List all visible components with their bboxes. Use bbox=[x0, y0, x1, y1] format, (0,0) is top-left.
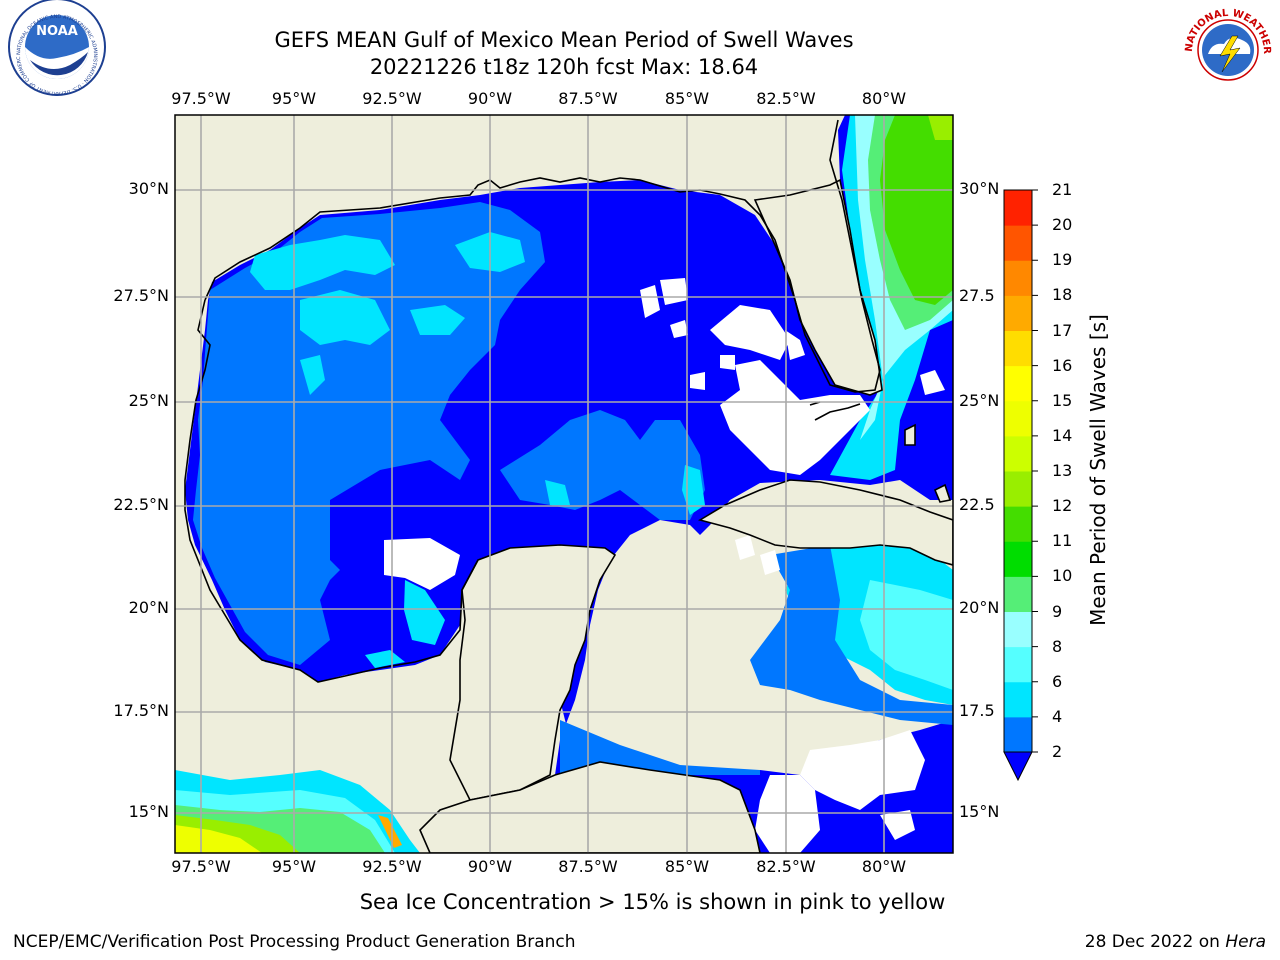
footer-host: Hera bbox=[1225, 932, 1266, 952]
colorbar-tick-18: 18 bbox=[1052, 285, 1073, 305]
lon-label-top-4: 87.5°W bbox=[558, 89, 618, 108]
colorbar-segment-9-10 bbox=[1004, 576, 1032, 612]
lat-label-right-5: 17.5 bbox=[959, 701, 995, 720]
colorbar-tick-14: 14 bbox=[1052, 425, 1073, 445]
swell-4-6-west bbox=[250, 232, 705, 668]
lat-label-right-1: 27.5 bbox=[959, 286, 995, 305]
lat-label-left-6: 15°N bbox=[128, 802, 169, 821]
colorbar-segment-18-19 bbox=[1004, 260, 1032, 296]
lat-label-right-6: 15°N bbox=[959, 802, 1000, 821]
map-area bbox=[175, 115, 953, 853]
sea-ice-note: Sea Ice Concentration > 15% is shown in … bbox=[359, 890, 946, 914]
colorbar-label: Mean Period of Swell Waves [s] bbox=[1086, 314, 1110, 626]
lon-label-bottom-0: 97.5°W bbox=[171, 857, 231, 876]
footer-date: 28 Dec 2022 on bbox=[1084, 932, 1226, 952]
lat-label-left-0: 30°N bbox=[128, 179, 169, 198]
colorbar-segment-16-17 bbox=[1004, 330, 1032, 367]
lon-label-top-1: 95°W bbox=[271, 89, 317, 108]
west-coastline bbox=[184, 299, 479, 683]
swell-2-4-caribbean bbox=[750, 545, 953, 725]
colorbar-segment-17-18 bbox=[1004, 295, 1032, 331]
lat-label-right-4: 20°N bbox=[959, 598, 1000, 617]
colorbar-segment-19-20 bbox=[1004, 225, 1032, 261]
colorbar-tick-20: 20 bbox=[1052, 215, 1073, 235]
swell-0-2-pocket bbox=[330, 460, 460, 580]
map-frame bbox=[174, 114, 954, 854]
no-data-patches bbox=[384, 278, 945, 853]
chart-subtitle: 20221226 t18z 120h fcst Max: 18.64 bbox=[369, 55, 759, 79]
lat-label-left-3: 22.5°N bbox=[113, 495, 169, 514]
lon-label-top-7: 80°W bbox=[861, 89, 907, 108]
lon-label-bottom-1: 95°W bbox=[271, 857, 317, 876]
lat-label-right-3: 22.5 bbox=[959, 495, 995, 514]
colorbar-segment-20-21 bbox=[1004, 190, 1032, 226]
colorbar-segment-14-15 bbox=[1004, 400, 1032, 437]
lat-label-right-2: 25°N bbox=[959, 391, 1000, 410]
colorbar-segment-15-16 bbox=[1004, 365, 1032, 402]
colorbar-segment-6-8 bbox=[1004, 646, 1032, 683]
colorbar-tick-9: 9 bbox=[1052, 601, 1063, 621]
lon-label-top-6: 82.5°W bbox=[756, 89, 816, 108]
north-coastline bbox=[204, 119, 881, 393]
colorbar-tick-19: 19 bbox=[1052, 250, 1073, 270]
lat-label-left-5: 17.5°N bbox=[113, 701, 169, 720]
colorbar-segment-10-11 bbox=[1004, 541, 1032, 577]
colorbar-tick-13: 13 bbox=[1052, 461, 1073, 480]
swell-2-4-honduras bbox=[560, 720, 760, 775]
lon-label-top-3: 90°W bbox=[467, 89, 513, 108]
colorbar-tick-2: 2 bbox=[1052, 742, 1063, 761]
colorbar-tick-12: 12 bbox=[1052, 496, 1073, 516]
colorbar-tick-21: 21 bbox=[1052, 180, 1073, 199]
grid-lines bbox=[175, 115, 953, 853]
colorbar-extend-arrow bbox=[1003, 751, 1033, 782]
colorbar-segment-2-4 bbox=[1004, 716, 1032, 753]
svg-text:NATIONAL WEATHER SERVICE: NATIONAL WEATHER SERVICE bbox=[0, 0, 1272, 55]
colorbar-tick-16: 16 bbox=[1052, 355, 1073, 375]
noaa-logo: NOAA NATIONAL OCEANIC AND ATMOSPHERIC AD… bbox=[0, 0, 106, 96]
colorbar-segment-13-14 bbox=[1004, 435, 1032, 472]
lat-label-left-2: 25°N bbox=[128, 391, 169, 410]
colorbar-tick-8: 8 bbox=[1052, 636, 1063, 656]
colorbar-segment-8-9 bbox=[1004, 611, 1032, 648]
footer-left: NCEP/EMC/Verification Post Processing Pr… bbox=[13, 932, 576, 952]
colorbar-segment-11-12 bbox=[1004, 506, 1032, 542]
lon-label-bottom-3: 90°W bbox=[467, 857, 513, 876]
colorbar-segment-4-6 bbox=[1004, 681, 1032, 718]
lon-label-bottom-7: 80°W bbox=[861, 857, 907, 876]
swell-12-13-florida bbox=[928, 115, 953, 140]
lon-label-bottom-6: 82.5°W bbox=[756, 857, 816, 876]
colorbar-tick-10: 10 bbox=[1052, 566, 1073, 586]
noaa-logo-text: NOAA bbox=[36, 24, 78, 39]
colorbar-tick-6: 6 bbox=[1052, 671, 1063, 691]
pacific-orange-streak bbox=[378, 815, 402, 848]
pacific-yellow bbox=[175, 825, 262, 853]
colorbar bbox=[1003, 189, 1038, 782]
colorbar-segment-12-13 bbox=[1004, 471, 1032, 507]
lon-label-top-0: 97.5°W bbox=[171, 89, 231, 108]
lat-label-left-4: 20°N bbox=[128, 598, 169, 617]
lat-label-left-1: 27.5°N bbox=[113, 286, 169, 305]
colorbar-tick-4: 4 bbox=[1052, 706, 1063, 726]
colorbar-tick-11: 11 bbox=[1052, 531, 1073, 551]
swell-10-11-florida bbox=[880, 115, 953, 305]
nws-logo: NATIONAL WEATHER SERVICE bbox=[0, 0, 1273, 95]
lon-label-top-2: 92.5°W bbox=[362, 89, 422, 108]
colorbar-tick-15: 15 bbox=[1052, 390, 1073, 410]
colorbar-tick-17: 17 bbox=[1052, 320, 1073, 340]
lon-label-bottom-2: 92.5°W bbox=[362, 857, 422, 876]
lon-label-bottom-5: 85°W bbox=[664, 857, 710, 876]
lon-label-top-5: 85°W bbox=[664, 89, 710, 108]
lat-label-right-0: 30°N bbox=[959, 179, 1000, 198]
footer-right: 28 Dec 2022 on Hera bbox=[1085, 932, 1266, 952]
chart-title: GEFS MEAN Gulf of Mexico Mean Period of … bbox=[274, 28, 854, 52]
lon-label-bottom-4: 87.5°W bbox=[558, 857, 618, 876]
